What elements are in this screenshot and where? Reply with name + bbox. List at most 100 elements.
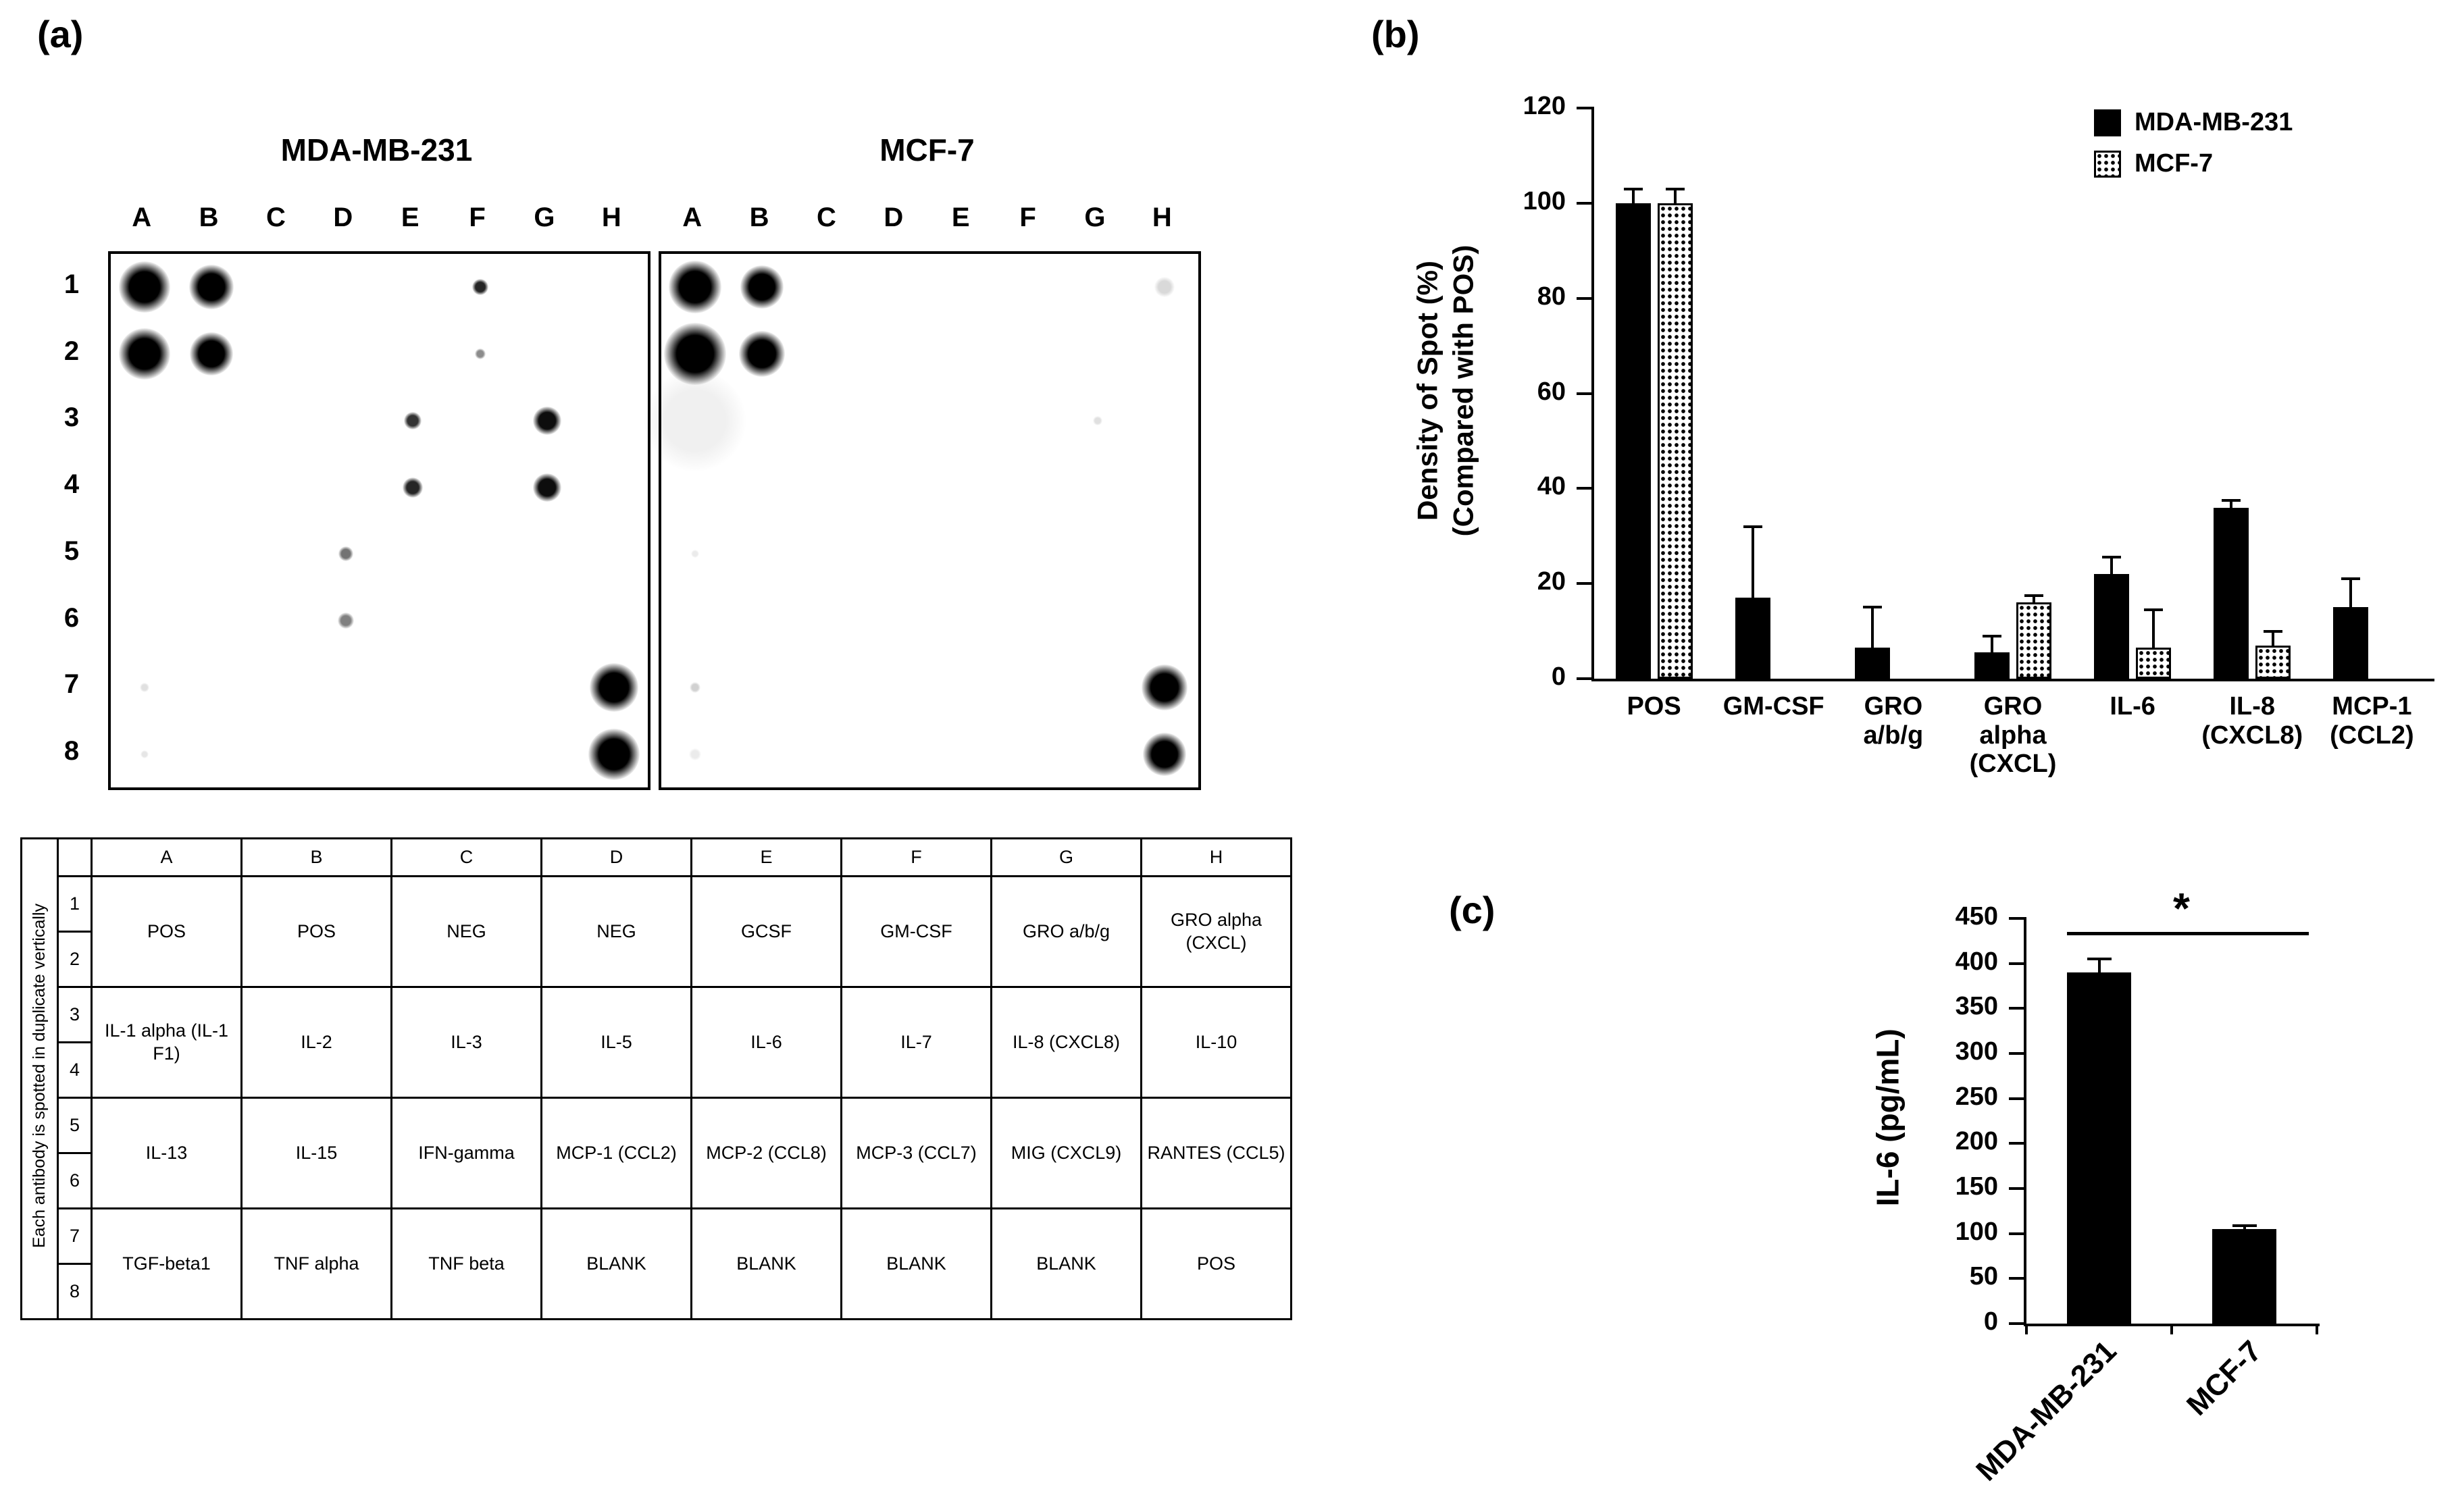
antibody-cell: IL-15 bbox=[240, 1097, 392, 1209]
error-bar-line bbox=[1991, 635, 1993, 653]
table-side-label: Each antibody is spotted in duplicate ve… bbox=[20, 837, 59, 1320]
antibody-cell: MIG (CXCL9) bbox=[990, 1097, 1142, 1209]
y-axis-tick bbox=[2009, 1007, 2024, 1010]
x-category-label: POS bbox=[1627, 692, 1681, 721]
blot-spot bbox=[189, 265, 234, 310]
blot-spot bbox=[403, 477, 424, 498]
table-col-header: C bbox=[390, 837, 542, 877]
error-bar-cap bbox=[2341, 577, 2361, 581]
antibody-cell: POS bbox=[91, 875, 242, 988]
panel-a-label: (a) bbox=[37, 13, 84, 55]
il6-bar-chart: IL-6 (pg/mL) 0 50 100 150 200 250 300 350 400 450… bbox=[1824, 871, 2432, 1512]
y-axis-tick bbox=[2009, 1097, 2024, 1100]
error-bar-cap bbox=[1743, 525, 1762, 528]
y-axis-tick bbox=[1577, 107, 1591, 109]
x-category-label: GRO a/b/g bbox=[1863, 692, 1924, 750]
y-axis-tick-label: 120 bbox=[1523, 92, 1566, 120]
error-bar-cap bbox=[2102, 556, 2122, 559]
table-row-number: 4 bbox=[57, 1041, 93, 1099]
blot-column-letter: A bbox=[132, 203, 152, 232]
error-bar-line bbox=[1673, 188, 1677, 203]
blot-spot bbox=[690, 550, 699, 558]
blot-column-letter: B bbox=[199, 203, 219, 232]
y-axis-tick bbox=[2009, 1187, 2024, 1190]
antibody-cell: TGF-beta1 bbox=[91, 1207, 242, 1320]
bar-MDA-MB-231 bbox=[1974, 652, 2010, 679]
y-axis-tick-label: 80 bbox=[1537, 282, 1566, 311]
x-category-label: GM-CSF bbox=[1722, 692, 1824, 721]
legend-item-mda-mb-231: MDA-MB-231 bbox=[2094, 108, 2293, 137]
blot-spot bbox=[532, 473, 561, 502]
y-axis-tick-label: 100 bbox=[1955, 1217, 1998, 1246]
blot-spot bbox=[139, 682, 149, 692]
legend-label: MDA-MB-231 bbox=[2135, 108, 2293, 136]
y-axis-tick bbox=[2009, 1322, 2024, 1325]
antibody-cell: GCSF bbox=[690, 875, 842, 988]
y-axis-tick-label: 150 bbox=[1955, 1172, 1998, 1201]
table-row-number: 3 bbox=[57, 986, 93, 1043]
error-bar-line bbox=[2230, 500, 2233, 508]
antibody-cell: IL-2 bbox=[240, 986, 392, 1099]
blot-spot bbox=[590, 662, 639, 712]
blot-spot bbox=[588, 728, 640, 780]
y-axis-tick-label: 250 bbox=[1955, 1082, 1998, 1111]
blot-image-mcf bbox=[644, 251, 1201, 790]
y-axis-tick bbox=[2009, 962, 2024, 965]
error-bar-cap bbox=[2024, 594, 2043, 597]
antibody-cell: TNF alpha bbox=[240, 1207, 392, 1320]
blot-spot bbox=[337, 612, 354, 629]
blot-spot bbox=[739, 331, 786, 377]
y-axis-tick bbox=[1577, 201, 1591, 205]
x-category-label: IL-8 (CXCL8) bbox=[2201, 692, 2303, 750]
blot-row-numbers: 1 2 3 4 5 6 7 8 bbox=[53, 251, 91, 785]
error-bar-line bbox=[2097, 959, 2101, 972]
bar-MDA-MB-231 bbox=[2094, 574, 2130, 679]
blot-row-number: 4 bbox=[63, 469, 80, 500]
y-axis-tick-label: 20 bbox=[1537, 567, 1566, 596]
antibody-cell: MCP-2 (CCL8) bbox=[690, 1097, 842, 1209]
x-category-label: GRO alpha (CXCL) bbox=[1969, 692, 2057, 779]
antibody-cell: IL-8 (CXCL8) bbox=[990, 986, 1142, 1099]
antibody-cell: GRO a/b/g bbox=[990, 875, 1142, 988]
antibody-cell: BLANK bbox=[840, 1207, 992, 1320]
blot-spot bbox=[474, 348, 486, 360]
x-category-label: MCP-1 (CCL2) bbox=[2330, 692, 2414, 750]
legend-swatch-solid bbox=[2094, 109, 2121, 136]
bar-IL-6 bbox=[2067, 972, 2131, 1324]
error-bar-line bbox=[2152, 609, 2155, 648]
antibody-cell: IL-10 bbox=[1140, 986, 1292, 1099]
blot-spot bbox=[644, 369, 746, 471]
antibody-cell: GM-CSF bbox=[840, 875, 992, 988]
blot-column-letter: G bbox=[534, 203, 555, 232]
y-axis-tick bbox=[2009, 917, 2024, 920]
antibody-cell: TNF beta bbox=[390, 1207, 542, 1320]
y-axis-tick bbox=[2009, 1277, 2024, 1280]
blot-spot bbox=[1154, 277, 1175, 298]
bar-MDA-MB-231 bbox=[2214, 507, 2249, 679]
antibody-cell: IL-13 bbox=[91, 1097, 242, 1209]
x-axis-tick bbox=[2025, 1324, 2028, 1334]
error-bar-cap bbox=[2087, 958, 2112, 960]
blot-column-letter: C bbox=[265, 203, 286, 232]
y-axis-tick-label: 300 bbox=[1955, 1037, 1998, 1066]
blot-row-number: 7 bbox=[63, 669, 80, 700]
antibody-cell: IL-3 bbox=[390, 986, 542, 1099]
table-col-header: B bbox=[240, 837, 392, 877]
blot-spot bbox=[532, 406, 561, 435]
antibody-cell: GRO alpha (CXCL) bbox=[1140, 875, 1292, 988]
table-col-header: G bbox=[990, 837, 1142, 877]
table-corner-cell bbox=[57, 837, 93, 877]
antibody-cell: IL-7 bbox=[840, 986, 992, 1099]
y-axis-tick bbox=[1577, 487, 1591, 490]
legend-label: MCF-7 bbox=[2135, 149, 2214, 178]
chart-b-legend: MDA-MB-231 MCF-7 bbox=[2094, 108, 2293, 178]
blot-column-letter: E bbox=[401, 203, 419, 232]
table-row-number: 2 bbox=[57, 931, 93, 988]
blot-spot bbox=[1092, 415, 1102, 425]
y-axis-line bbox=[2024, 917, 2026, 1326]
antibody-cell: BLANK bbox=[990, 1207, 1142, 1320]
blot-spot bbox=[338, 546, 353, 562]
antibody-cell: POS bbox=[1140, 1207, 1292, 1320]
bar-MCF-7 bbox=[2255, 645, 2291, 679]
